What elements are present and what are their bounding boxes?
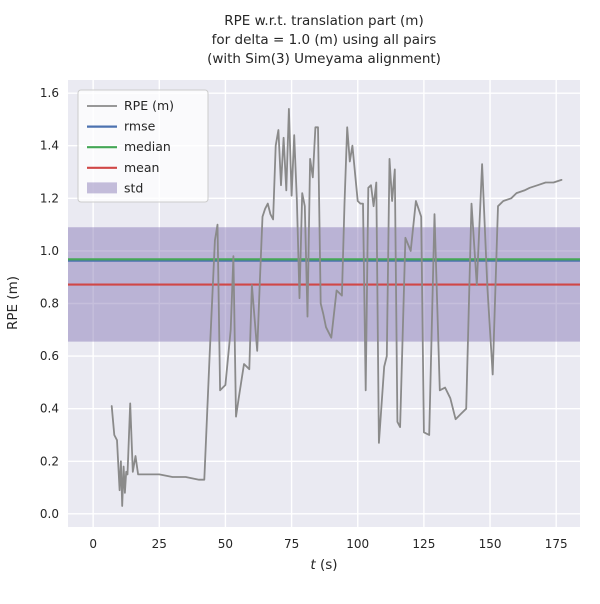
legend-label: median (124, 139, 171, 154)
x-axis-label-variable: t (310, 557, 316, 573)
x-tick-label: 175 (545, 537, 568, 551)
x-axis-label-unit: (s) (316, 557, 338, 573)
x-tick-label: 0 (89, 537, 97, 551)
legend-label: mean (124, 160, 159, 175)
y-tick-label: 1.4 (40, 139, 59, 153)
y-tick-label: 1.0 (40, 244, 59, 258)
legend-box (77, 89, 209, 203)
y-tick-label: 1.2 (40, 191, 59, 205)
y-tick-label: 0.8 (40, 297, 59, 311)
y-tick-label: 0.2 (40, 454, 59, 468)
x-axis-label: t (s) (310, 557, 337, 573)
legend-swatch-std (87, 182, 117, 194)
x-tick-label: 125 (412, 537, 435, 551)
chart-title-line2: for delta = 1.0 (m) using all pairs (212, 32, 437, 48)
rpe-line (110, 108, 563, 507)
x-tick-label: 100 (346, 537, 369, 551)
legend: RPE (m) rmse median mean std (77, 89, 209, 203)
y-tick-label: 0.4 (40, 402, 59, 416)
y-axis-label: RPE (m) (5, 276, 21, 330)
y-tick-label: 0.0 (40, 507, 59, 521)
y-tick-label: 1.6 (40, 86, 59, 100)
y-tick-label: 0.6 (40, 349, 59, 363)
legend-label: RPE (m) (124, 98, 174, 113)
grid-lines (68, 80, 580, 527)
legend-label: std (124, 180, 143, 195)
chart-title-line3: (with Sim(3) Umeyama alignment) (207, 51, 441, 67)
x-tick-label: 50 (218, 537, 233, 551)
x-tick-label: 150 (479, 537, 502, 551)
x-tick-label: 25 (152, 537, 167, 551)
legend-label: rmse (124, 119, 156, 134)
x-tick-label: 75 (284, 537, 299, 551)
plot-area: 0 25 50 75 100 125 150 175 0.0 0.2 0.4 0.6 0.8 1.0 1.2… (40, 80, 580, 551)
chart-title-line1: RPE w.r.t. translation part (m) (224, 13, 423, 29)
